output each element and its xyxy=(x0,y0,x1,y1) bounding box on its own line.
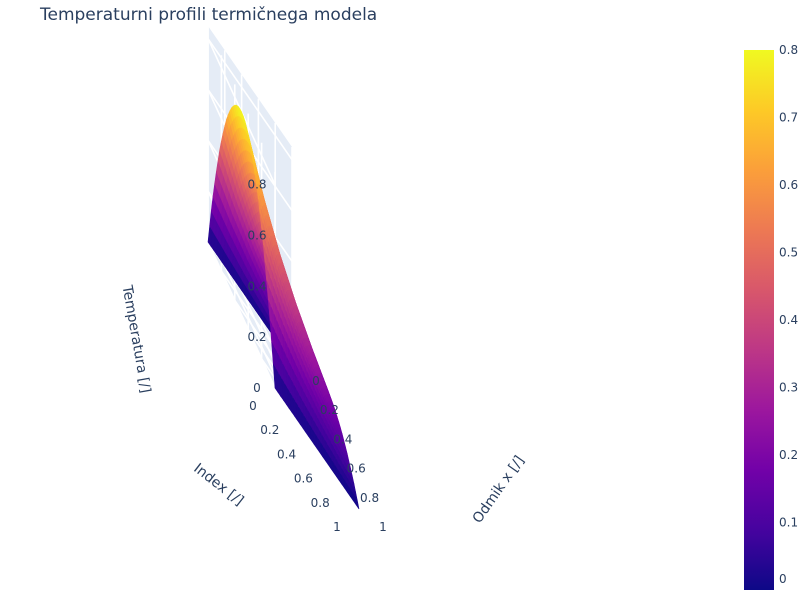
colorbar-tick-label: 0.7 xyxy=(779,111,798,125)
y-tick-label: 0 xyxy=(249,399,257,413)
wall-grid-z-a xyxy=(207,38,293,161)
colorbar-tick-label: 0 xyxy=(779,572,787,586)
x-tick-label: 0.6 xyxy=(347,462,366,476)
colorbar-tick-label: 0.8 xyxy=(779,43,798,57)
z-tick-label: 0.6 xyxy=(247,229,266,243)
x-tick-label: 0.4 xyxy=(333,432,352,446)
colorbar-tick-label: 0.3 xyxy=(779,381,798,395)
colorbar-tick-label: 0.1 xyxy=(779,516,798,530)
y-tick-label: 1 xyxy=(333,520,341,534)
x-axis-title: Odmik x [/] xyxy=(470,453,528,526)
y-tick-label: 0.8 xyxy=(311,496,330,510)
colorbar-tick-label: 0.5 xyxy=(779,246,798,260)
y-axis-title: Index [/] xyxy=(190,460,246,509)
colorbar-tick-label: 0.4 xyxy=(779,313,798,327)
chart-title: Temperaturni profili termičnega modela xyxy=(39,5,377,25)
colorbar-tick-label: 0.6 xyxy=(779,178,798,192)
x-tick-label: 0.2 xyxy=(320,403,339,417)
wall-grid-z-b xyxy=(207,241,276,389)
tick-labels: 00.20.40.60.8100.20.40.60.8100.20.40.60.… xyxy=(247,178,386,534)
x-tick-label: 0 xyxy=(312,374,320,388)
z-axis-title: Temperatura [/] xyxy=(118,283,153,394)
y-tick-label: 0.4 xyxy=(277,447,296,461)
z-tick-label: 0.4 xyxy=(247,279,266,293)
colorbar-gradient xyxy=(744,50,774,590)
y-tick-label: 0.6 xyxy=(294,472,313,486)
colorbar-tick-label: 0.2 xyxy=(779,448,798,462)
x-tick-label: 1 xyxy=(379,520,387,534)
x-tick-label: 0.8 xyxy=(360,491,379,505)
z-tick-label: 0.2 xyxy=(247,330,266,344)
surface-patch xyxy=(354,495,360,510)
temperature-surface[interactable] xyxy=(207,104,360,510)
z-tick-label: 0.8 xyxy=(247,178,266,192)
colorbar: 0 0.1 0.2 0.3 0.4 0.5 0.6 0.7 0.8 xyxy=(744,43,798,590)
z-tick-label: 0 xyxy=(253,381,261,395)
scene-3d[interactable]: 00.20.40.60.8100.20.40.60.8100.20.40.60.… xyxy=(118,26,528,534)
y-tick-label: 0.2 xyxy=(260,423,279,437)
